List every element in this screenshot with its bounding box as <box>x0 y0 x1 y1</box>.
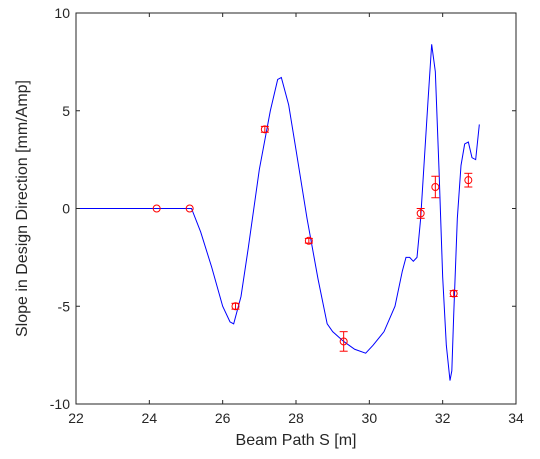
y-axis-label: Slope in Design Direction [mm/Amp] <box>14 80 31 337</box>
x-tick-label: 22 <box>68 410 84 426</box>
measurement-point <box>304 236 313 245</box>
measurement-point <box>152 204 161 213</box>
x-tick-label: 32 <box>435 410 451 426</box>
measurement-point <box>339 337 348 346</box>
y-tick-label: 0 <box>62 201 70 217</box>
x-tick-label: 28 <box>288 410 304 426</box>
x-axis: 22 24 26 28 30 32 34 <box>68 13 524 426</box>
measurement-point <box>231 302 240 311</box>
y-tick-label: 5 <box>62 103 70 119</box>
y-tick-label: -5 <box>58 298 71 314</box>
measurement-point <box>260 125 269 134</box>
x-tick-label: 34 <box>508 410 524 426</box>
x-tick-label: 26 <box>215 410 231 426</box>
y-tick-label: -10 <box>50 396 70 412</box>
x-tick-label: 30 <box>362 410 378 426</box>
y-axis: -10 -5 0 5 10 <box>50 5 516 412</box>
measurement-point <box>416 209 425 218</box>
x-tick-label: 24 <box>142 410 158 426</box>
y-tick-label: 10 <box>54 5 70 21</box>
measurement-point <box>185 204 194 213</box>
measurement-point <box>449 289 458 298</box>
model-curve <box>76 44 480 381</box>
x-axis-label: Beam Path S [m] <box>236 432 357 449</box>
data-layer <box>76 44 480 381</box>
measurement-point <box>431 182 440 191</box>
measurement-point <box>464 176 473 185</box>
